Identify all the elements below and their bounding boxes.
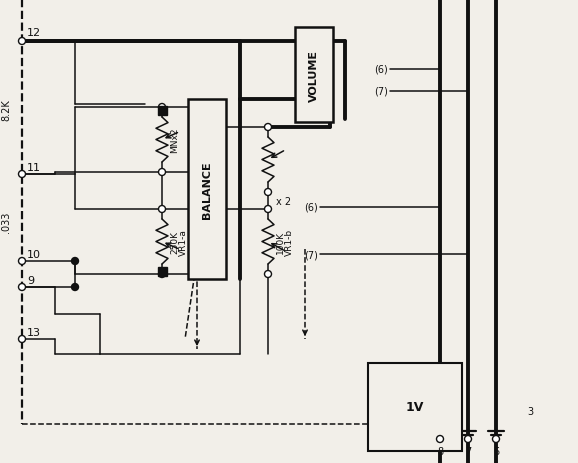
Text: 9: 9 — [27, 275, 34, 285]
Circle shape — [18, 284, 25, 291]
Text: (6): (6) — [374, 65, 388, 75]
Bar — [157, 267, 166, 276]
Text: VR1-b: VR1-b — [285, 228, 294, 256]
Circle shape — [72, 284, 79, 291]
Circle shape — [465, 436, 472, 443]
Circle shape — [18, 258, 25, 265]
Circle shape — [18, 336, 25, 343]
Circle shape — [265, 189, 272, 196]
Text: 11: 11 — [27, 163, 41, 173]
Text: 6: 6 — [493, 446, 499, 456]
Circle shape — [18, 171, 25, 178]
Circle shape — [265, 271, 272, 278]
Text: .033: .033 — [1, 211, 11, 232]
Circle shape — [492, 436, 499, 443]
Text: (7): (7) — [374, 87, 388, 97]
Text: 250K: 250K — [170, 231, 179, 253]
Circle shape — [158, 271, 165, 278]
Text: 100K: 100K — [276, 231, 285, 254]
Text: x 2: x 2 — [276, 197, 291, 206]
Circle shape — [265, 206, 272, 213]
Text: 8: 8 — [437, 446, 443, 456]
Text: 8.2K: 8.2K — [1, 99, 11, 121]
Text: MNx2: MNx2 — [170, 127, 179, 153]
Text: (6): (6) — [304, 202, 318, 213]
Circle shape — [72, 258, 79, 265]
Text: 3: 3 — [527, 406, 533, 416]
Circle shape — [265, 124, 272, 131]
Circle shape — [18, 38, 25, 45]
Text: 12: 12 — [27, 28, 41, 38]
Bar — [188, 100, 226, 279]
Bar — [295, 28, 333, 123]
Text: 10: 10 — [27, 250, 41, 259]
Text: 7: 7 — [465, 446, 471, 456]
Circle shape — [436, 436, 443, 443]
Circle shape — [158, 169, 165, 176]
Text: 1V: 1V — [406, 400, 424, 413]
Text: BALANCE: BALANCE — [202, 161, 212, 219]
Text: VR1-a: VR1-a — [179, 229, 188, 256]
Text: (7): (7) — [304, 250, 318, 259]
Text: VOLUME: VOLUME — [309, 50, 319, 101]
Bar — [157, 106, 166, 115]
Text: 13: 13 — [27, 327, 41, 337]
Circle shape — [158, 104, 165, 111]
Circle shape — [158, 206, 165, 213]
